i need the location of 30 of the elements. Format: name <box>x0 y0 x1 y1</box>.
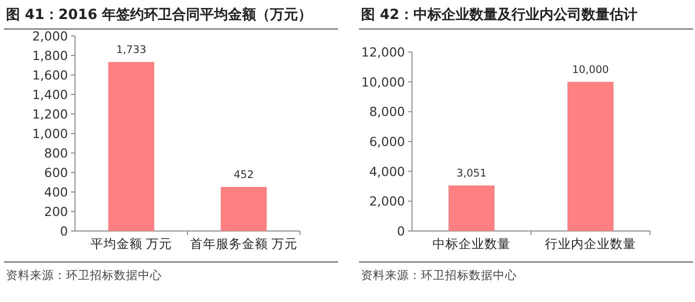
y-tick-label: 1,000 <box>32 126 68 141</box>
data-label: 3,051 <box>456 167 487 180</box>
x-tick-label: 首年服务金额 万元 <box>190 236 298 251</box>
y-tick-label: 2,000 <box>369 194 406 209</box>
data-label: 1,733 <box>116 44 146 56</box>
y-tick-label: 0 <box>397 224 406 238</box>
y-tick-label: 200 <box>44 204 68 219</box>
text: 资料来源：环卫招标数据中心 <box>361 268 517 282</box>
y-tick-label: 8,000 <box>369 104 406 120</box>
y-tick-label: 0 <box>60 224 68 238</box>
y-tick-label: 1,800 <box>32 48 68 63</box>
y-tick-label: 12,000 <box>361 44 406 60</box>
y-tick-label: 1,600 <box>32 68 68 82</box>
y-tick-label: 10,000 <box>361 74 406 90</box>
y-tick-label: 2,000 <box>32 28 68 44</box>
data-label: 10,000 <box>572 64 609 76</box>
y-tick-label: 800 <box>44 146 68 160</box>
y-tick-label: 400 <box>44 184 68 200</box>
y-tick-label: 4,000 <box>369 164 406 179</box>
text: 资料来源：环卫招标数据中心 <box>6 268 162 282</box>
x-tick-label: 平均金额 万元 <box>90 236 172 251</box>
y-tick-label: 6,000 <box>369 134 406 149</box>
y-tick-label: 600 <box>44 165 68 180</box>
data-label: 452 <box>234 168 254 181</box>
chart-title: 图 42：中标企业数量及行业内公司数量估计 <box>361 7 638 23</box>
x-tick-label: 中标企业数量 <box>432 236 510 251</box>
y-tick-label: 1,200 <box>32 106 68 122</box>
y-tick-label: 1,400 <box>32 87 68 102</box>
x-tick-label: 行业内企业数量 <box>545 236 636 251</box>
chart-title: 图 41：2016 年签约环卫合同平均金额（万元） <box>6 6 312 23</box>
